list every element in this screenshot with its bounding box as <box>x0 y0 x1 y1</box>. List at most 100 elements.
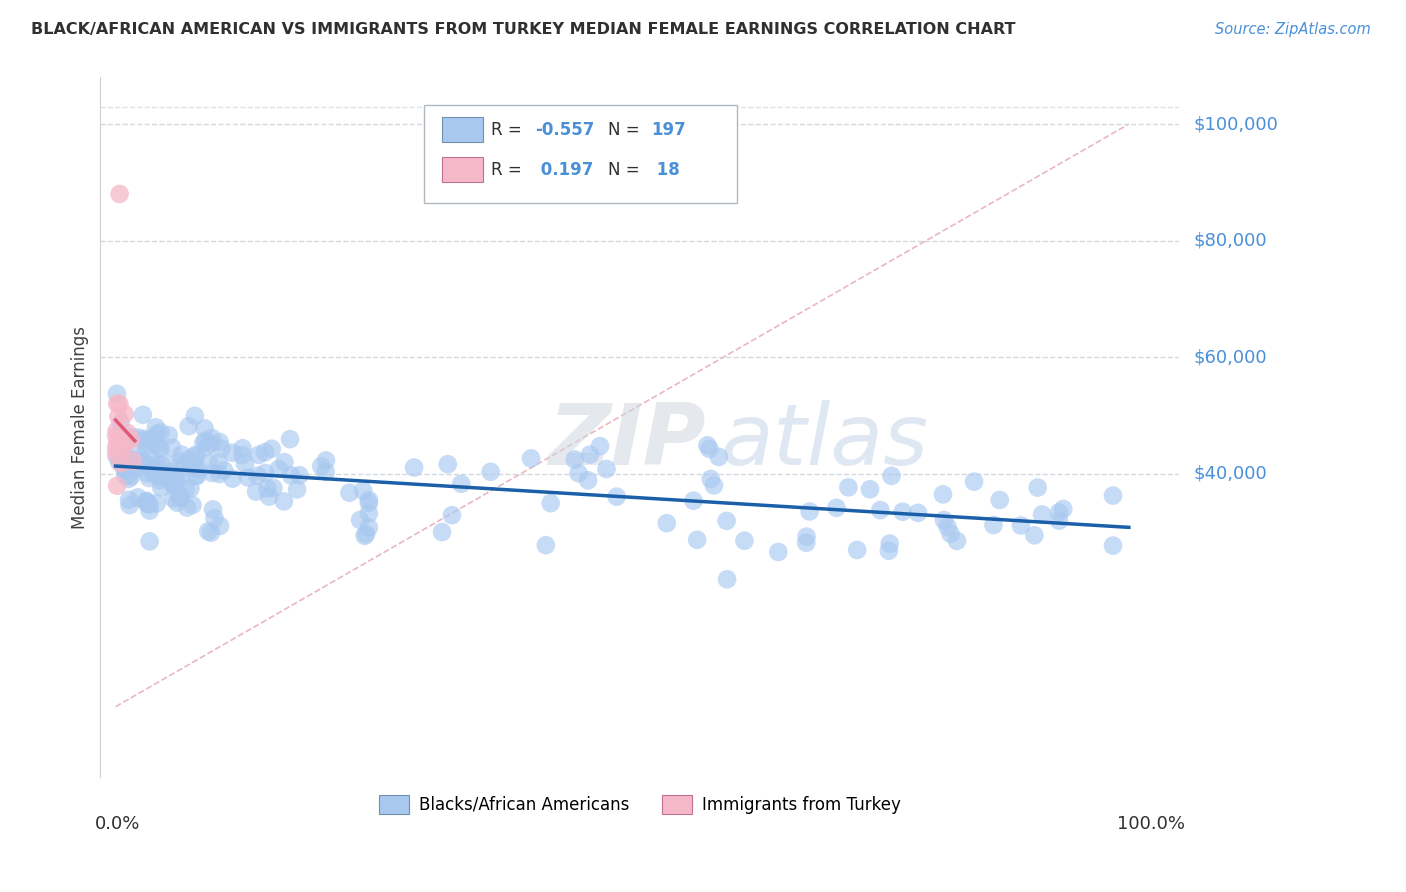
Text: 18: 18 <box>651 161 679 178</box>
Point <box>201 502 224 516</box>
Point <box>174 482 197 496</box>
Point <box>564 452 586 467</box>
Point <box>352 483 374 498</box>
Point <box>115 435 138 450</box>
Point <box>132 456 155 470</box>
Point <box>267 462 290 476</box>
Point <box>262 481 284 495</box>
Point <box>354 527 377 541</box>
Point <box>162 491 184 506</box>
Point <box>186 468 208 483</box>
Point <box>163 476 186 491</box>
FancyBboxPatch shape <box>443 157 484 182</box>
Point <box>209 442 232 456</box>
Point <box>122 463 145 477</box>
Point <box>194 421 217 435</box>
Point <box>105 449 128 463</box>
Point <box>682 493 704 508</box>
Point <box>1026 481 1049 495</box>
Point <box>112 447 135 461</box>
Point <box>253 445 276 459</box>
Point <box>696 438 718 452</box>
Point <box>125 459 148 474</box>
Point <box>184 448 207 462</box>
Point <box>111 440 134 454</box>
Point <box>212 464 235 478</box>
Point <box>221 446 243 460</box>
Point <box>256 482 278 496</box>
Point <box>120 433 142 447</box>
Point <box>280 468 302 483</box>
Point <box>703 478 725 492</box>
Point <box>128 449 150 463</box>
Point <box>112 436 135 450</box>
FancyBboxPatch shape <box>443 117 484 143</box>
Point <box>141 462 163 476</box>
Point <box>173 458 195 472</box>
Text: BLACK/AFRICAN AMERICAN VS IMMIGRANTS FROM TURKEY MEDIAN FEMALE EARNINGS CORRELAT: BLACK/AFRICAN AMERICAN VS IMMIGRANTS FRO… <box>31 22 1015 37</box>
Point <box>145 458 167 473</box>
Point <box>118 498 141 512</box>
Point <box>136 467 159 481</box>
Point <box>162 478 184 492</box>
Point <box>579 448 602 462</box>
Point <box>278 432 301 446</box>
Point <box>105 447 128 461</box>
Point <box>200 525 222 540</box>
Point <box>825 500 848 515</box>
Point <box>208 467 231 481</box>
Point <box>257 490 280 504</box>
Point <box>132 408 155 422</box>
Point <box>231 448 253 462</box>
Point <box>315 453 337 467</box>
Point <box>122 454 145 468</box>
Point <box>157 458 180 472</box>
Point <box>146 426 169 441</box>
Point <box>707 450 730 464</box>
Point <box>595 462 617 476</box>
Point <box>198 455 221 469</box>
Point <box>859 483 882 497</box>
Point <box>110 416 132 430</box>
Point <box>963 475 986 489</box>
Point <box>135 494 157 508</box>
Point <box>194 434 217 448</box>
Point <box>170 448 193 462</box>
Point <box>127 491 149 505</box>
Point <box>357 493 380 508</box>
Point <box>105 441 128 455</box>
Legend: Blacks/African Americans, Immigrants from Turkey: Blacks/African Americans, Immigrants fro… <box>373 789 908 821</box>
Point <box>118 492 141 507</box>
Point <box>184 469 207 483</box>
Point <box>170 491 193 505</box>
Point <box>880 469 903 483</box>
Point <box>686 533 709 547</box>
Text: atlas: atlas <box>721 400 929 483</box>
Text: N =: N = <box>607 121 644 139</box>
Point <box>186 449 208 463</box>
Point <box>232 441 254 455</box>
Point <box>436 457 458 471</box>
Point <box>939 526 962 541</box>
Point <box>120 458 142 473</box>
Text: N =: N = <box>607 161 644 178</box>
Point <box>440 508 463 523</box>
Point <box>796 530 818 544</box>
Point <box>699 442 721 456</box>
Point <box>177 419 200 434</box>
Point <box>169 488 191 502</box>
Point <box>163 478 186 492</box>
Text: $100,000: $100,000 <box>1194 115 1278 133</box>
Point <box>1047 514 1070 528</box>
Point <box>254 466 277 480</box>
Text: $80,000: $80,000 <box>1194 232 1267 250</box>
Point <box>170 455 193 469</box>
Text: 197: 197 <box>651 121 686 139</box>
Point <box>145 496 167 510</box>
Point <box>105 435 128 450</box>
Point <box>339 485 361 500</box>
Point <box>149 474 172 488</box>
Text: R =: R = <box>491 161 527 178</box>
Text: R =: R = <box>491 121 527 139</box>
Point <box>184 409 207 423</box>
